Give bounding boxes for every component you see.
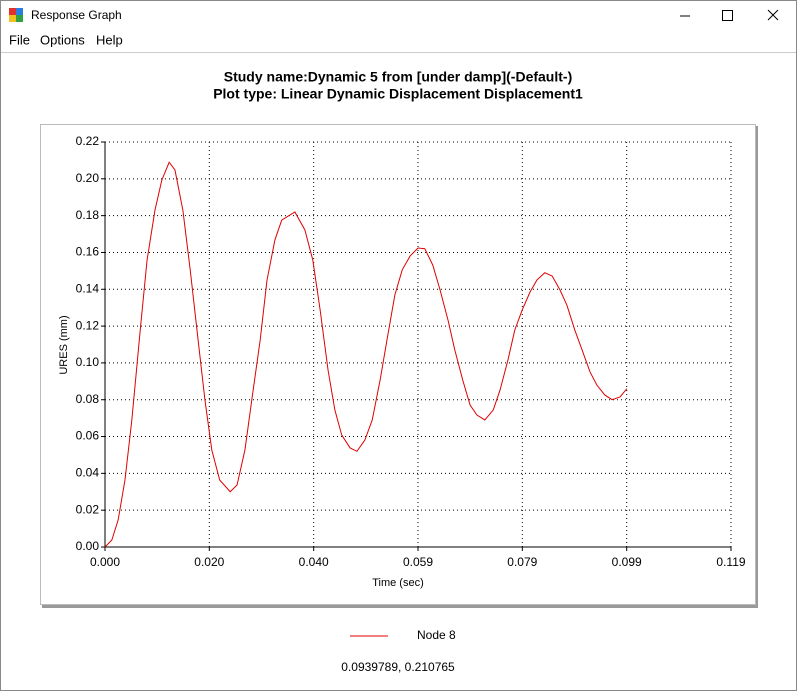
y-tick-label: 0.20 <box>76 171 100 185</box>
x-tick-label: 0.000 <box>90 555 120 569</box>
chart-panel <box>40 124 756 605</box>
x-tick-label: 0.040 <box>299 555 329 569</box>
y-tick-label: 0.04 <box>76 466 100 480</box>
chart-subtitle: Plot type: Linear Dynamic Displacement D… <box>213 86 583 102</box>
x-tick-label: 0.099 <box>612 555 642 569</box>
menu-item[interactable]: Options <box>40 32 85 47</box>
x-axis-label: Time (sec) <box>372 577 424 589</box>
y-axis-label: URES (mm) <box>58 315 70 374</box>
status-text: 0.0939789, 0.210765 <box>341 660 455 674</box>
x-tick-label: 0.020 <box>194 555 224 569</box>
chart-title: Study name:Dynamic 5 from [under damp](-… <box>224 69 572 85</box>
legend-label: Node 8 <box>417 628 456 642</box>
y-tick-label: 0.16 <box>76 245 100 259</box>
y-tick-label: 0.02 <box>76 502 100 516</box>
x-tick-label: 0.079 <box>507 555 537 569</box>
y-tick-label: 0.18 <box>76 208 100 222</box>
data-line <box>104 161 628 548</box>
y-tick-label: 0.08 <box>76 392 100 406</box>
y-tick-label: 0.22 <box>76 134 100 148</box>
app-icon <box>9 8 23 22</box>
menu-item[interactable]: Help <box>96 32 123 47</box>
y-tick-label: 0.10 <box>76 355 100 369</box>
y-tick-label: 0.00 <box>76 539 100 553</box>
window-title: Response Graph <box>31 8 122 22</box>
y-tick-label: 0.06 <box>76 429 100 443</box>
y-tick-label: 0.14 <box>76 281 100 295</box>
x-tick-label: 0.119 <box>716 555 745 569</box>
maximize-button[interactable] <box>722 10 733 21</box>
y-tick-label: 0.12 <box>76 318 100 332</box>
close-button[interactable] <box>767 9 779 21</box>
plot-area: 0.00 0.02 0.04 0.06 0.08 0.10 0.12 0.14 0.16 0.18… <box>76 134 746 569</box>
menu-item[interactable]: File <box>9 32 30 47</box>
x-tick-label: 0.059 <box>403 555 433 569</box>
